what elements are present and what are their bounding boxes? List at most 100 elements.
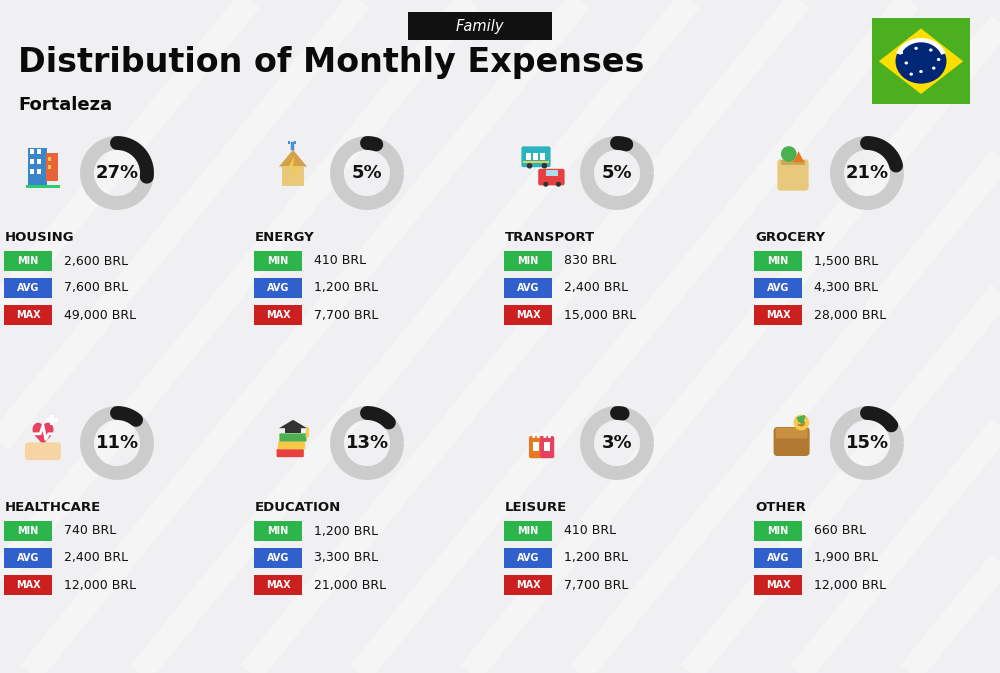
FancyBboxPatch shape (4, 548, 52, 568)
FancyBboxPatch shape (504, 278, 552, 298)
FancyBboxPatch shape (526, 153, 531, 160)
FancyBboxPatch shape (777, 160, 809, 190)
Text: 28,000 BRL: 28,000 BRL (814, 308, 886, 322)
FancyBboxPatch shape (285, 428, 301, 433)
Text: MAX: MAX (16, 580, 40, 590)
FancyBboxPatch shape (754, 278, 802, 298)
Text: MIN: MIN (17, 256, 39, 266)
FancyBboxPatch shape (4, 251, 52, 271)
Text: 410 BRL: 410 BRL (314, 254, 366, 267)
FancyBboxPatch shape (282, 166, 304, 186)
Circle shape (794, 415, 809, 431)
Text: MIN: MIN (517, 526, 539, 536)
Text: 830 BRL: 830 BRL (564, 254, 616, 267)
FancyBboxPatch shape (30, 159, 34, 164)
Text: 1,200 BRL: 1,200 BRL (314, 524, 378, 538)
FancyBboxPatch shape (521, 147, 551, 167)
Text: 660 BRL: 660 BRL (814, 524, 866, 538)
FancyBboxPatch shape (776, 427, 808, 439)
Polygon shape (289, 155, 299, 180)
Text: 5%: 5% (602, 164, 632, 182)
Text: MAX: MAX (516, 310, 540, 320)
Text: MAX: MAX (766, 310, 790, 320)
Text: MAX: MAX (766, 580, 790, 590)
FancyBboxPatch shape (254, 575, 302, 595)
FancyBboxPatch shape (546, 170, 558, 176)
Text: GROCERY: GROCERY (755, 231, 825, 244)
FancyBboxPatch shape (754, 575, 802, 595)
FancyBboxPatch shape (504, 521, 552, 541)
Text: MIN: MIN (767, 526, 789, 536)
Text: 2,400 BRL: 2,400 BRL (64, 551, 128, 565)
Text: TRANSPORT: TRANSPORT (505, 231, 595, 244)
Text: MIN: MIN (767, 256, 789, 266)
Text: AVG: AVG (267, 283, 289, 293)
FancyBboxPatch shape (781, 160, 805, 165)
FancyBboxPatch shape (529, 436, 543, 458)
FancyBboxPatch shape (540, 436, 554, 458)
Text: OTHER: OTHER (755, 501, 806, 514)
Circle shape (305, 434, 309, 437)
Text: AVG: AVG (517, 553, 539, 563)
Text: AVG: AVG (267, 553, 289, 563)
Text: 12,000 BRL: 12,000 BRL (64, 579, 136, 592)
Text: MIN: MIN (267, 526, 289, 536)
Text: 7,700 BRL: 7,700 BRL (564, 579, 628, 592)
Circle shape (914, 46, 918, 50)
FancyBboxPatch shape (4, 521, 52, 541)
FancyBboxPatch shape (25, 442, 61, 460)
FancyBboxPatch shape (533, 153, 538, 160)
FancyBboxPatch shape (278, 441, 305, 450)
Text: AVG: AVG (767, 553, 789, 563)
Text: MIN: MIN (517, 256, 539, 266)
FancyBboxPatch shape (46, 153, 58, 180)
FancyBboxPatch shape (754, 548, 802, 568)
Text: 1,500 BRL: 1,500 BRL (814, 254, 878, 267)
Text: EDUCATION: EDUCATION (255, 501, 341, 514)
Text: 410 BRL: 410 BRL (564, 524, 616, 538)
FancyBboxPatch shape (523, 161, 549, 163)
Text: 49,000 BRL: 49,000 BRL (64, 308, 136, 322)
FancyBboxPatch shape (254, 251, 302, 271)
Text: MAX: MAX (516, 580, 540, 590)
FancyBboxPatch shape (504, 305, 552, 325)
Circle shape (556, 182, 561, 187)
Polygon shape (793, 151, 804, 162)
Text: 21,000 BRL: 21,000 BRL (314, 579, 386, 592)
FancyBboxPatch shape (288, 141, 290, 144)
Text: 7,700 BRL: 7,700 BRL (314, 308, 378, 322)
Circle shape (900, 51, 903, 55)
FancyBboxPatch shape (30, 168, 34, 174)
Text: 740 BRL: 740 BRL (64, 524, 116, 538)
Circle shape (905, 61, 908, 65)
Text: 3%: 3% (602, 434, 632, 452)
Text: AVG: AVG (17, 283, 39, 293)
Text: MAX: MAX (16, 310, 40, 320)
Text: Family: Family (456, 18, 504, 34)
FancyBboxPatch shape (533, 442, 539, 451)
Text: 2,600 BRL: 2,600 BRL (64, 254, 128, 267)
FancyBboxPatch shape (28, 149, 47, 188)
Text: HEALTHCARE: HEALTHCARE (5, 501, 101, 514)
Polygon shape (879, 28, 963, 94)
Text: MIN: MIN (17, 526, 39, 536)
FancyBboxPatch shape (504, 548, 552, 568)
Text: MAX: MAX (266, 310, 290, 320)
Text: 21%: 21% (845, 164, 889, 182)
Polygon shape (896, 38, 946, 55)
FancyBboxPatch shape (50, 415, 54, 425)
Circle shape (909, 73, 913, 76)
Circle shape (527, 163, 532, 168)
Polygon shape (279, 420, 307, 428)
Circle shape (542, 163, 547, 168)
FancyBboxPatch shape (279, 433, 307, 441)
Text: 1,900 BRL: 1,900 BRL (814, 551, 878, 565)
Text: 1,200 BRL: 1,200 BRL (564, 551, 628, 565)
Text: 15,000 BRL: 15,000 BRL (564, 308, 636, 322)
Text: 4,300 BRL: 4,300 BRL (814, 281, 878, 295)
FancyBboxPatch shape (4, 305, 52, 325)
FancyBboxPatch shape (254, 548, 302, 568)
FancyBboxPatch shape (754, 305, 802, 325)
Text: 1,200 BRL: 1,200 BRL (314, 281, 378, 295)
Circle shape (781, 146, 797, 162)
